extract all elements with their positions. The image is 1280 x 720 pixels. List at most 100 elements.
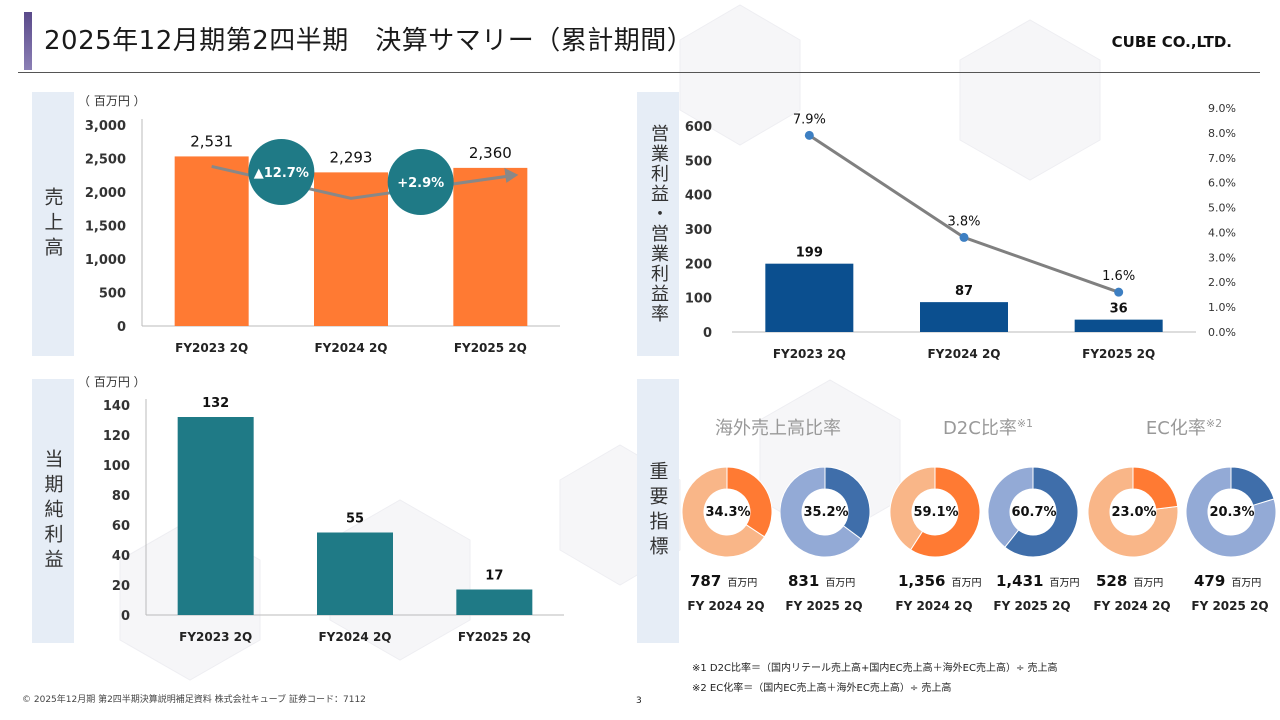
kpi-period-label: FY 2025 2Q xyxy=(785,599,863,613)
kpi-amount-value: 831 xyxy=(788,572,820,590)
operating-rate-ytick-label: 7.0% xyxy=(1208,152,1236,165)
kpi-panel-label-text: 重要指標 xyxy=(646,461,669,561)
operating-rate-marker xyxy=(959,232,969,242)
kpi-donut xyxy=(1186,467,1277,558)
operating-value-label: 199 xyxy=(796,246,823,261)
net-income-bar xyxy=(317,532,393,615)
kpi-donut-pct-label: 59.1% xyxy=(913,505,959,520)
net-income-bar xyxy=(456,589,533,615)
kpi-donut-pct-label: 34.3% xyxy=(705,505,751,520)
operating-ytick-label: 300 xyxy=(685,223,712,238)
operating-rate-label: 3.8% xyxy=(947,214,980,229)
sales-bar xyxy=(453,167,528,326)
operating-ytick-label: 400 xyxy=(685,189,712,204)
kpi-donut-pct-label: 20.3% xyxy=(1209,505,1255,520)
kpi-group-footnote-mark: ※1 xyxy=(1016,417,1034,430)
sales-value-label: 2,293 xyxy=(330,148,373,166)
operating-rate-marker xyxy=(1114,287,1124,297)
kpi-donut-hole xyxy=(1010,489,1056,535)
kpi-donut xyxy=(988,467,1079,558)
sales-value-label: 2,531 xyxy=(190,132,233,150)
sales-category-label: FY2025 2Q xyxy=(454,341,527,355)
sales-ytick-label: 500 xyxy=(99,287,126,302)
kpi-period-label: FY 2025 2Q xyxy=(1191,599,1269,613)
kpi-group-title-text: D2C比率 xyxy=(942,418,1017,439)
sales-growth-label: ▲12.7% xyxy=(254,166,309,181)
kpi-group-title-text: EC化率 xyxy=(1145,418,1206,439)
page-title: 2025年12月期第2四半期 決算サマリー（累計期間） xyxy=(44,26,694,56)
operating-category-label: FY2023 2Q xyxy=(773,347,846,361)
sales-panel-label-text: 売上高 xyxy=(41,186,64,262)
net-income-category-label: FY2024 2Q xyxy=(318,630,391,644)
kpi-group-title: D2C比率※1 xyxy=(898,414,1078,440)
kpi-donut-pct-label: 60.7% xyxy=(1011,505,1057,520)
kpi-amount-value: 787 xyxy=(690,572,722,590)
net-income-chart: 140 120 100 80 60 40 20 0 132 FY2023 2Q 55 FY2024 2… xyxy=(103,396,564,644)
operating-ytick-label: 500 xyxy=(685,154,712,169)
kpi-amount-unit: 百万円 xyxy=(1049,578,1080,589)
operating-value-label: 36 xyxy=(1110,302,1128,317)
company-name: CUBE CO.,LTD. xyxy=(1111,33,1232,51)
kpi-amount: 831 百万円 xyxy=(788,572,855,590)
operating-rate-ytick-label: 5.0% xyxy=(1208,202,1236,215)
sales-trend-arrowhead xyxy=(504,167,519,183)
footnote-ec: ※2 EC化率＝（国内EC売上高＋海外EC売上高）÷ 売上高 xyxy=(692,683,952,694)
net-income-ytick-label: 100 xyxy=(103,459,130,474)
kpi-group-title: EC化率※2 xyxy=(1094,414,1274,440)
operating-bar xyxy=(1074,319,1163,332)
kpi-amount-value: 1,356 xyxy=(898,572,946,590)
operating-rate-ytick-label: 8.0% xyxy=(1208,127,1236,140)
sales-unit: （ 百万円 ） xyxy=(78,94,146,108)
net-income-ytick-label: 20 xyxy=(112,579,130,594)
kpi-donut-hole xyxy=(704,489,750,535)
net-income-ytick-label: 120 xyxy=(103,429,130,444)
operating-ytick-label: 600 xyxy=(685,120,712,135)
sales-ytick-label: 2,500 xyxy=(85,153,126,168)
kpi-donut-hole xyxy=(1110,489,1156,535)
sales-category-label: FY2023 2Q xyxy=(175,341,248,355)
operating-profit-chart: 600 500 400 300 200 100 0 9.0% 8.0% 7.0% 6.0% 5.0% 4… xyxy=(685,102,1236,361)
sales-growth-badge xyxy=(387,149,454,215)
kpi-group-title-text: 海外売上高比率 xyxy=(715,418,841,439)
sales-ytick-label: 1,500 xyxy=(85,220,126,235)
sales-category-label: FY2024 2Q xyxy=(314,341,387,355)
net-income-category-label: FY2025 2Q xyxy=(458,630,531,644)
title-divider xyxy=(18,72,1260,73)
operating-rate-marker xyxy=(804,130,814,140)
kpi-donut xyxy=(1088,467,1179,558)
kpi-donut xyxy=(890,467,981,558)
sales-ytick-label: 3,000 xyxy=(85,119,126,134)
operating-panel-label: 営業利益・営業利益率 xyxy=(637,92,679,356)
kpi-amount: 787 百万円 xyxy=(690,572,757,590)
kpi-period-label: FY 2024 2Q xyxy=(1093,599,1171,613)
title-accent-bar xyxy=(24,12,32,70)
kpi-panel-label: 重要指標 xyxy=(637,379,679,643)
operating-ytick-label: 200 xyxy=(685,257,712,272)
kpi-group-footnote-mark: ※2 xyxy=(1205,417,1223,430)
kpi-amount-unit: 百万円 xyxy=(727,578,758,589)
net-income-panel-label-text: 当期純利益 xyxy=(41,448,64,574)
operating-bar xyxy=(765,263,854,332)
net-income-panel-label: 当期純利益 xyxy=(32,379,74,643)
kpi-amount-value: 528 xyxy=(1096,572,1128,590)
kpi-donut-pct-label: 35.2% xyxy=(803,505,849,520)
net-income-bar xyxy=(177,417,254,615)
kpi-amount-unit: 百万円 xyxy=(951,578,982,589)
kpi-amount-unit: 百万円 xyxy=(1231,578,1262,589)
sales-value-label: 2,360 xyxy=(469,144,512,162)
net-income-value-label: 132 xyxy=(202,396,229,411)
operating-category-label: FY2024 2Q xyxy=(927,347,1000,361)
net-income-value-label: 55 xyxy=(346,512,364,527)
operating-value-label: 87 xyxy=(955,284,973,299)
kpi-period-label: FY 2024 2Q xyxy=(687,599,765,613)
kpi-amount-unit: 百万円 xyxy=(1133,578,1164,589)
net-income-ytick-label: 80 xyxy=(112,489,130,504)
kpi-donut-pct-label: 23.0% xyxy=(1111,505,1157,520)
sales-chart: 3,000 2,500 2,000 1,500 1,000 500 0 2,531 FY2023… xyxy=(85,119,560,355)
operating-ytick-label: 0 xyxy=(703,326,712,341)
net-income-ytick-label: 140 xyxy=(103,399,130,414)
operating-rate-ytick-label: 6.0% xyxy=(1208,177,1236,190)
operating-category-label: FY2025 2Q xyxy=(1082,347,1155,361)
operating-rate-label: 7.9% xyxy=(793,112,826,127)
operating-rate-ytick-label: 4.0% xyxy=(1208,226,1236,239)
